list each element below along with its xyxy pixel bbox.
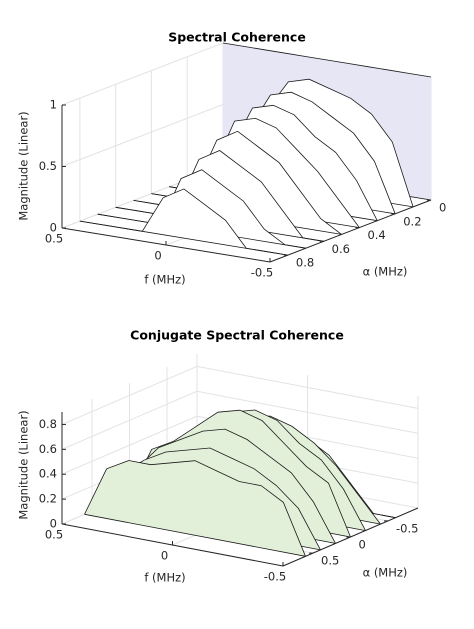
slice-base xyxy=(84,513,306,557)
z-tick-label: 1 xyxy=(50,98,57,112)
x-tick-label: 0.5 xyxy=(45,232,63,246)
x-tick-label: -0.5 xyxy=(264,570,286,584)
x-tick-label: -0.5 xyxy=(251,266,273,280)
z-tick-label: 0 xyxy=(50,517,57,531)
z-axis-label: Magnitude (Linear) xyxy=(17,410,31,519)
y-axis-label: α (MHz) xyxy=(363,566,408,580)
z-axis-label: Magnitude (Linear) xyxy=(17,111,31,220)
x-tick-label: 0 xyxy=(154,249,161,263)
y-tick-label: -0.5 xyxy=(396,521,418,535)
x-axis-label: f (MHz) xyxy=(144,273,185,287)
x-axis-label: f (MHz) xyxy=(144,571,185,585)
grid-line xyxy=(61,365,419,425)
x-tick-label: 0.5 xyxy=(45,528,63,542)
slice-curve xyxy=(129,409,351,538)
slice-curve xyxy=(114,428,336,544)
slice-fill xyxy=(79,188,288,256)
y-axis-label: α (MHz) xyxy=(363,265,408,279)
y-axis xyxy=(269,199,432,263)
slice-fill xyxy=(84,460,306,557)
z-tick-label: 0.2 xyxy=(39,492,57,506)
y-tick-label: 0.4 xyxy=(367,228,385,242)
z-tick-label: 0 xyxy=(50,221,57,235)
slice-curve xyxy=(84,460,306,557)
z-tick-label: 0.4 xyxy=(39,467,57,481)
y-tick-label: 0.5 xyxy=(321,554,339,568)
y-tick-label: 0.2 xyxy=(403,214,421,228)
y-tick-label: 0.6 xyxy=(332,242,350,256)
y-tick-label: 0 xyxy=(359,538,366,552)
z-tick-label: 0.5 xyxy=(39,159,57,173)
slice-base xyxy=(79,220,288,256)
grid-line xyxy=(61,390,419,450)
x-tick-label: 0 xyxy=(161,549,168,563)
chart-title: Spectral Coherence xyxy=(168,30,306,45)
grid-line xyxy=(61,415,419,475)
y-tick-label: 0 xyxy=(439,201,446,215)
slice-curve xyxy=(222,42,432,78)
y-tick-label: 0.8 xyxy=(296,256,314,270)
z-tick-label: 0.6 xyxy=(39,442,57,456)
chart-title: Conjugate Spectral Coherence xyxy=(130,328,344,343)
z-tick-label: 0.8 xyxy=(39,417,57,431)
